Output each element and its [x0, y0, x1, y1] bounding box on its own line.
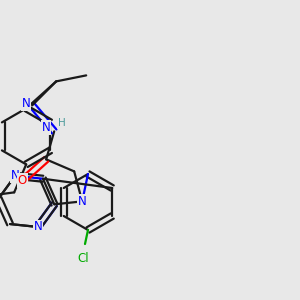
Text: N: N [78, 195, 87, 208]
Text: H: H [58, 118, 66, 128]
Text: N: N [11, 169, 20, 182]
Text: N: N [22, 97, 31, 110]
Text: N: N [42, 121, 51, 134]
Text: O: O [18, 174, 27, 187]
Text: Cl: Cl [77, 251, 89, 265]
Text: N: N [34, 220, 42, 233]
